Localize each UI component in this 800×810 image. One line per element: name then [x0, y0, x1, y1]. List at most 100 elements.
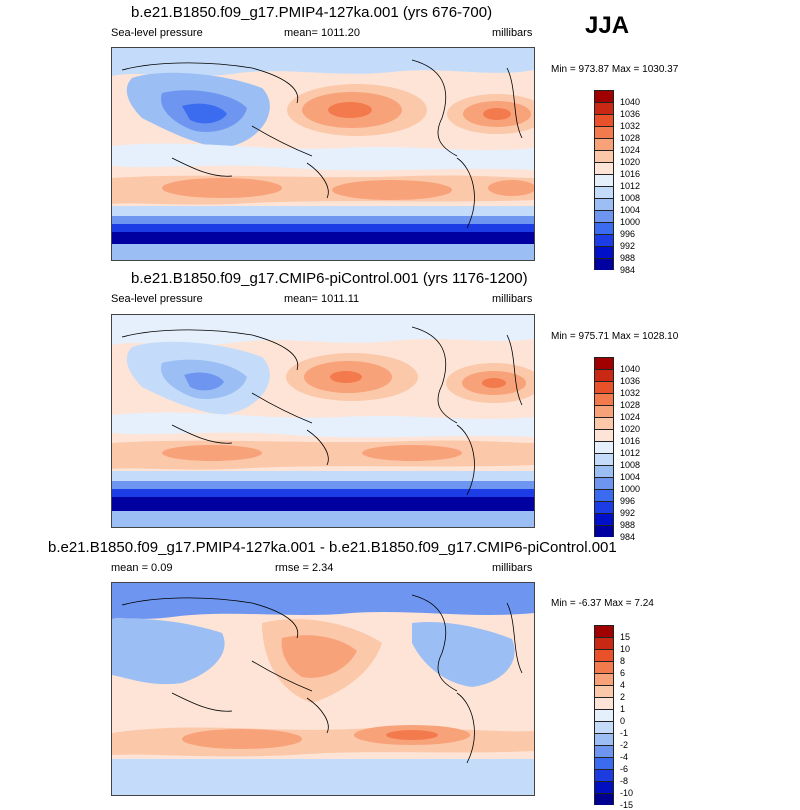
colorbar-label: 8: [620, 656, 626, 666]
colorbar-label: 992: [620, 241, 636, 251]
panel-2-map: [111, 314, 535, 528]
colorbar-swatch: [594, 625, 614, 637]
colorbar-swatch: [594, 673, 614, 685]
colorbar-swatch: [594, 369, 614, 381]
colorbar-swatch: [594, 150, 614, 162]
colorbar-label: 1040: [620, 364, 641, 374]
colorbar-swatch: [594, 513, 614, 525]
panel-3-units-label: millibars: [492, 562, 533, 574]
colorbar-swatch: [594, 198, 614, 210]
colorbar-label: 1028: [620, 400, 641, 410]
colorbar-label: 996: [620, 229, 636, 239]
colorbar-label: -10: [620, 788, 634, 798]
colorbar-label: 4: [620, 680, 626, 690]
panel-2-colorbar: 1040 1036 1032 1028 1024 1020 1016 1012 1008 1004…: [594, 357, 640, 542]
colorbar-label: -4: [620, 752, 629, 762]
colorbar-swatch: [594, 637, 614, 649]
colorbar-label: 984: [620, 265, 636, 275]
colorbar-swatch: [594, 222, 614, 234]
colorbar-label: 1000: [620, 484, 641, 494]
colorbar-swatch: [594, 649, 614, 661]
colorbar-label: 984: [620, 532, 636, 542]
colorbar-label: 1004: [620, 472, 641, 482]
colorbar-label: 1: [620, 704, 626, 714]
colorbar-swatch: [594, 90, 614, 102]
colorbar-label: 1000: [620, 217, 641, 227]
panel-1-minmax: Min = 973.87 Max = 1030.37: [551, 64, 679, 75]
colorbar-swatch: [594, 685, 614, 697]
colorbar-swatch: [594, 781, 614, 793]
colorbar-swatch: [594, 793, 614, 805]
panel-2-units-label: millibars: [492, 293, 533, 305]
colorbar-label: 1012: [620, 448, 641, 458]
colorbar-swatch: [594, 393, 614, 405]
colorbar-label: 1024: [620, 412, 641, 422]
colorbar-label: 1024: [620, 145, 641, 155]
colorbar-swatch: [594, 661, 614, 673]
colorbar-swatch: [594, 709, 614, 721]
colorbar-swatch: [594, 465, 614, 477]
colorbar-swatch: [594, 477, 614, 489]
colorbar-label: 996: [620, 496, 636, 506]
colorbar-swatch: [594, 162, 614, 174]
season-label: JJA: [585, 12, 630, 39]
colorbar-label: 1004: [620, 205, 641, 215]
colorbar-label: 988: [620, 520, 636, 530]
panel-3-title: b.e21.B1850.f09_g17.PMIP4-127ka.001 - b.…: [48, 539, 617, 556]
panel-2-variable-label: Sea-level pressure: [111, 293, 203, 305]
colorbar-label: 15: [620, 632, 631, 642]
colorbar-swatch: [594, 721, 614, 733]
colorbar-label: 1036: [620, 109, 641, 119]
colorbar-label: 1036: [620, 376, 641, 386]
colorbar-swatch: [594, 489, 614, 501]
colorbar-label: -6: [620, 764, 629, 774]
colorbar-label: -8: [620, 776, 629, 786]
colorbar-swatch: [594, 381, 614, 393]
colorbar-swatch: [594, 733, 614, 745]
colorbar-swatch: [594, 258, 614, 270]
colorbar-label: -15: [620, 800, 634, 810]
colorbar-swatch: [594, 453, 614, 465]
colorbar-label: 1008: [620, 460, 641, 470]
colorbar-swatch: [594, 441, 614, 453]
panel-2-minmax: Min = 975.71 Max = 1028.10: [551, 331, 679, 342]
panel-1-mean-label: mean= 1011.20: [284, 27, 360, 39]
panel-1-colorbar: 1040 1036 1032 1028 1024 1020 1016 1012 1008 1004…: [594, 90, 640, 275]
colorbar-swatch: [594, 186, 614, 198]
panel-3-rmse-label: rmse = 2.34: [275, 562, 334, 574]
colorbar-swatch: [594, 757, 614, 769]
colorbar-swatch: [594, 745, 614, 757]
colorbar-label: -2: [620, 740, 629, 750]
colorbar-label: 1020: [620, 157, 641, 167]
colorbar-swatch: [594, 417, 614, 429]
colorbar-swatch: [594, 501, 614, 513]
colorbar-swatch: [594, 357, 614, 369]
colorbar-swatch: [594, 234, 614, 246]
colorbar-label: 0: [620, 716, 626, 726]
panel-2-mean-label: mean= 1011.11: [284, 293, 360, 305]
colorbar-swatch: [594, 246, 614, 258]
colorbar-swatch: [594, 525, 614, 537]
panel-1-title: b.e21.B1850.f09_g17.PMIP4-127ka.001 (yrs…: [131, 4, 493, 21]
panel-1-variable-label: Sea-level pressure: [111, 27, 203, 39]
panel-1-map: [111, 47, 535, 261]
colorbar-swatch: [594, 174, 614, 186]
colorbar-swatch: [594, 102, 614, 114]
colorbar-label: -1: [620, 728, 629, 738]
colorbar-label: 1012: [620, 181, 641, 191]
colorbar-label: 2: [620, 692, 626, 702]
panel-3-mean-label: mean = 0.09: [111, 562, 173, 574]
colorbar-swatch: [594, 405, 614, 417]
colorbar-swatch: [594, 210, 614, 222]
colorbar-label: 10: [620, 644, 631, 654]
colorbar-swatch: [594, 429, 614, 441]
colorbar-label: 1016: [620, 436, 641, 446]
colorbar-label: 1008: [620, 193, 641, 203]
colorbar-label: 988: [620, 253, 636, 263]
colorbar-label: 1028: [620, 133, 641, 143]
panel-1-units-label: millibars: [492, 27, 533, 39]
colorbar-swatch: [594, 138, 614, 150]
colorbar-label: 1032: [620, 121, 641, 131]
colorbar-swatch: [594, 769, 614, 781]
colorbar-label: 1032: [620, 388, 641, 398]
